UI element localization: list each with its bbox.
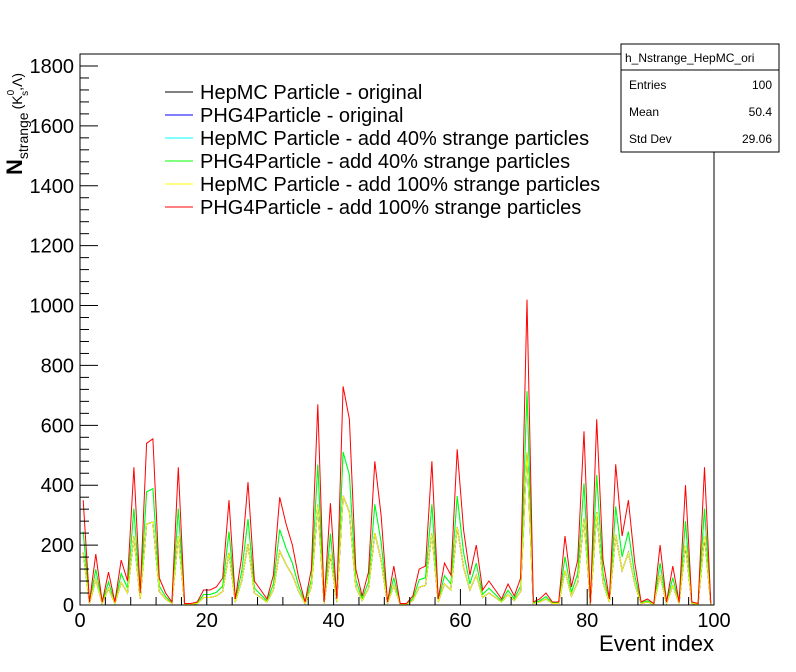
- x-tick-label: 0: [74, 610, 85, 632]
- y-axis-title-main: N: [2, 159, 27, 175]
- stats-box: h_Nstrange_HepMC_ori Entries 100 Mean 50…: [620, 43, 780, 153]
- stats-label-entries: Entries: [629, 78, 666, 92]
- x-tick-label: 100: [697, 610, 730, 632]
- y-tick-label: 200: [41, 535, 74, 557]
- y-tick-label: 1200: [30, 236, 75, 258]
- series-line-5: [82, 452, 712, 606]
- legend-label-6: PHG4Particle - add 100% strange particle…: [200, 197, 581, 219]
- stats-value-stddev: 29.06: [742, 132, 772, 146]
- y-axis-title-sub: strange: [15, 112, 31, 159]
- stats-value-mean: 50.4: [749, 105, 773, 119]
- legend-label-2: PHG4Particle - original: [200, 105, 403, 127]
- y-axis-title-rest: ,Λ): [9, 73, 25, 91]
- y-tick-label: 1800: [30, 56, 75, 78]
- y-tick-label: 1000: [30, 296, 75, 318]
- svg-text:Nstrange(K0s,Λ): Nstrange (K0 s,Λ): [2, 73, 31, 175]
- y-tick-label: 600: [41, 415, 74, 437]
- legend-label-3: HepMC Particle - add 40% strange particl…: [200, 128, 589, 150]
- x-tick-label: 40: [322, 610, 344, 632]
- legend-label-4: PHG4Particle - add 40% strange particles: [200, 151, 570, 173]
- y-tick-label: 400: [41, 475, 74, 497]
- y-tick-label: 1600: [30, 116, 75, 138]
- y-tick-label: 800: [41, 355, 74, 377]
- y-tick-label: 0: [63, 595, 74, 617]
- stats-value-entries: 100: [752, 78, 772, 92]
- y-axis-title-subk: s: [20, 91, 31, 96]
- legend-label-1: HepMC Particle - original: [200, 82, 422, 104]
- stats-label-stddev: Std Dev: [629, 132, 672, 146]
- stats-box-frame: [620, 43, 780, 153]
- ticks-layer: 0 200 400 600 800 1000 1200 1400 1600 1800 0 20 40 60…: [30, 53, 731, 632]
- x-tick-label: 20: [196, 610, 218, 632]
- series-layer: [82, 299, 712, 606]
- stats-title: h_Nstrange_HepMC_ori: [625, 51, 754, 65]
- x-tick-label: 60: [449, 610, 471, 632]
- stats-label-mean: Mean: [629, 105, 659, 119]
- legend-label-5: HepMC Particle - add 100% strange partic…: [200, 174, 600, 196]
- x-tick-label: 80: [576, 610, 598, 632]
- series-line-6: [82, 299, 712, 605]
- y-axis-title-sup: 0: [6, 89, 17, 95]
- y-axis-title: Nstrange (K0 s,Λ): [2, 73, 31, 175]
- y-axis-title-paren: (K: [9, 95, 25, 110]
- x-axis-title: Event index: [599, 631, 714, 656]
- y-tick-label: 1400: [30, 176, 75, 198]
